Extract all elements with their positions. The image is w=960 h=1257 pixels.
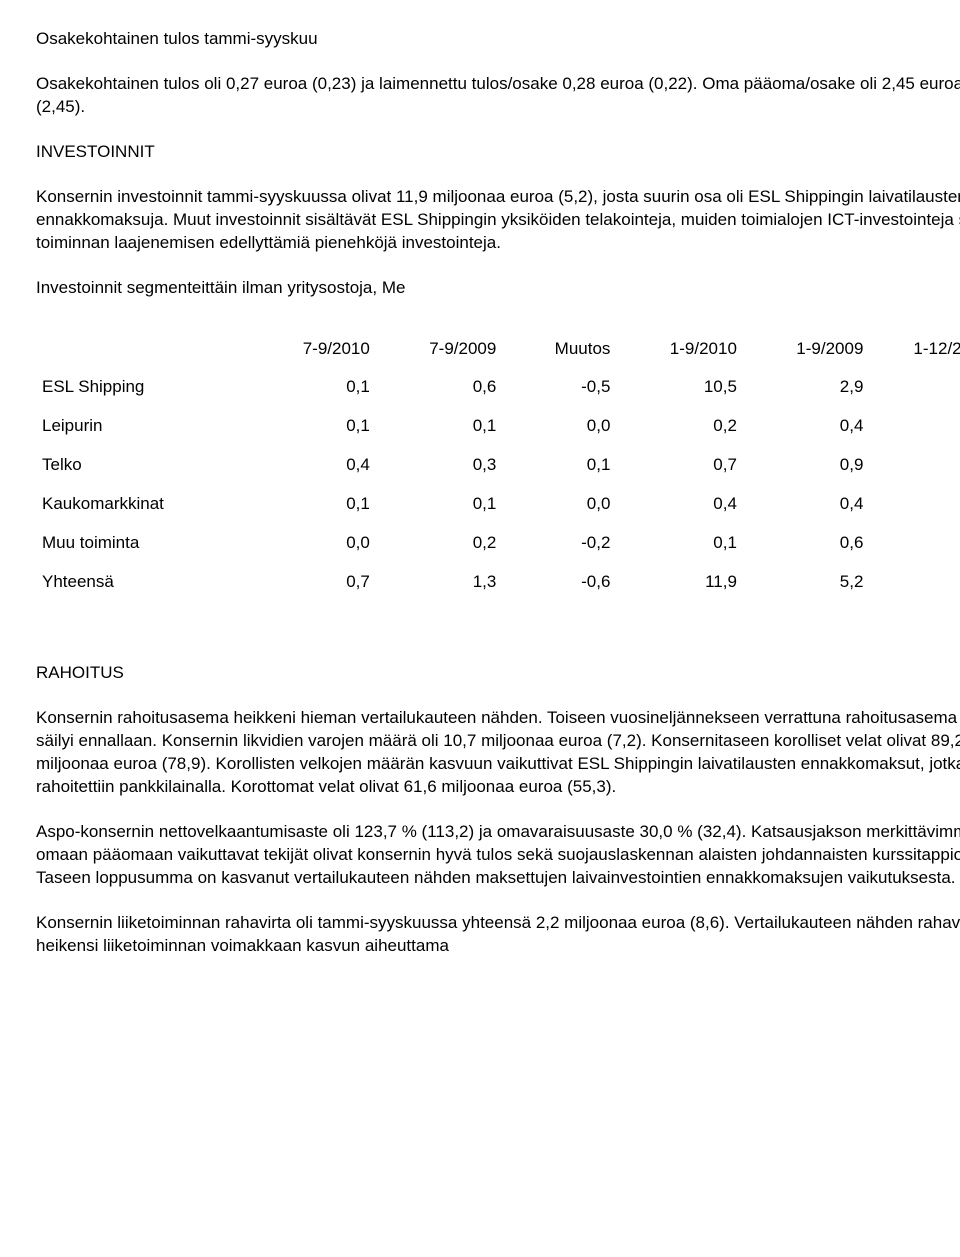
table-cell: 0,7	[616, 446, 743, 485]
table-cell: 0,1	[249, 407, 376, 446]
table-cell: -0,6	[502, 563, 616, 602]
table-cell: 0,1	[249, 368, 376, 407]
investments-paragraph-1: Konsernin investoinnit tammi-syyskuussa …	[36, 186, 960, 255]
table-cell: 0,3	[376, 446, 503, 485]
table-cell: 2,9	[743, 368, 870, 407]
table-row: Leipurin 0,1 0,1 0,0 0,2 0,4 0,5	[36, 407, 960, 446]
table-cell: 0,2	[376, 524, 503, 563]
table-cell: 0,0	[502, 407, 616, 446]
table-cell: 0,7	[249, 563, 376, 602]
table-cell: 0,2	[616, 407, 743, 446]
table-row: Kaukomarkkinat 0,1 0,1 0,0 0,4 0,4 0,6	[36, 485, 960, 524]
table-row-label: ESL Shipping	[36, 368, 249, 407]
table-cell: 2,5	[869, 446, 960, 485]
table-cell: 0,1	[502, 446, 616, 485]
table-row: Yhteensä 0,7 1,3 -0,6 11,9 5,2 7,4	[36, 563, 960, 602]
table-cell: 0,4	[249, 446, 376, 485]
table-cell: 1,3	[376, 563, 503, 602]
table-header-col: 7-9/2009	[376, 330, 503, 369]
table-cell: 0,4	[743, 407, 870, 446]
investments-paragraph-2: Investoinnit segmenteittäin ilman yritys…	[36, 277, 960, 300]
table-cell: 3,1	[869, 368, 960, 407]
table-cell: 0,6	[743, 524, 870, 563]
table-cell: 0,5	[869, 407, 960, 446]
investments-table: 7-9/2010 7-9/2009 Muutos 1-9/2010 1-9/20…	[36, 330, 960, 603]
table-row: ESL Shipping 0,1 0,6 -0,5 10,5 2,9 3,1	[36, 368, 960, 407]
table-cell: 5,2	[743, 563, 870, 602]
table-cell: 0,1	[376, 485, 503, 524]
financing-heading: RAHOITUS	[36, 662, 960, 685]
table-cell: 0,1	[249, 485, 376, 524]
table-cell: 0,0	[502, 485, 616, 524]
table-cell: 0,1	[376, 407, 503, 446]
table-cell: 0,9	[743, 446, 870, 485]
table-cell: 0,4	[616, 485, 743, 524]
table-cell: 0,4	[743, 485, 870, 524]
table-cell: 7,4	[869, 563, 960, 602]
table-cell: 0,0	[249, 524, 376, 563]
table-header-blank	[36, 330, 249, 369]
table-cell: -0,5	[502, 368, 616, 407]
table-header-col: Muutos	[502, 330, 616, 369]
table-cell: 11,9	[616, 563, 743, 602]
financing-paragraph-3: Konsernin liiketoiminnan rahavirta oli t…	[36, 912, 960, 958]
table-header-col: 1-9/2009	[743, 330, 870, 369]
investments-table-wrap: 7-9/2010 7-9/2009 Muutos 1-9/2010 1-9/20…	[36, 330, 960, 603]
table-cell: -0,2	[502, 524, 616, 563]
eps-paragraph: Osakekohtainen tulos oli 0,27 euroa (0,2…	[36, 73, 960, 119]
table-cell: 0,7	[869, 524, 960, 563]
table-cell: 0,1	[616, 524, 743, 563]
investments-heading: INVESTOINNIT	[36, 141, 960, 164]
table-row-label: Telko	[36, 446, 249, 485]
table-cell: 10,5	[616, 368, 743, 407]
table-header-row: 7-9/2010 7-9/2009 Muutos 1-9/2010 1-9/20…	[36, 330, 960, 369]
table-cell: 0,6	[869, 485, 960, 524]
table-row: Telko 0,4 0,3 0,1 0,7 0,9 2,5	[36, 446, 960, 485]
table-row-label: Yhteensä	[36, 563, 249, 602]
table-header-col: 1-9/2010	[616, 330, 743, 369]
table-header-col: 7-9/2010	[249, 330, 376, 369]
table-row: Muu toiminta 0,0 0,2 -0,2 0,1 0,6 0,7	[36, 524, 960, 563]
table-header-col: 1-12/2009	[869, 330, 960, 369]
financing-paragraph-2: Aspo-konsernin nettovelkaantumisaste oli…	[36, 821, 960, 890]
table-row-label: Muu toiminta	[36, 524, 249, 563]
table-row-label: Kaukomarkkinat	[36, 485, 249, 524]
financing-paragraph-1: Konsernin rahoitusasema heikkeni hieman …	[36, 707, 960, 799]
table-row-label: Leipurin	[36, 407, 249, 446]
table-cell: 0,6	[376, 368, 503, 407]
eps-heading: Osakekohtainen tulos tammi-syyskuu	[36, 28, 960, 51]
